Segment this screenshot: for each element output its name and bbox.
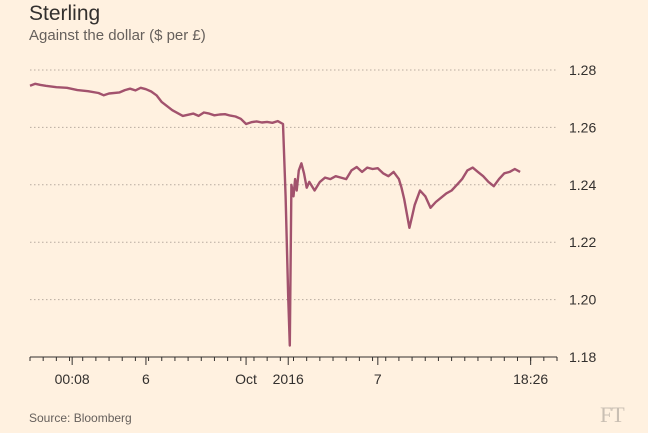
x-tick-label: 6 bbox=[142, 371, 150, 387]
x-tick-label: Oct bbox=[235, 371, 257, 387]
chart-title: Sterling bbox=[29, 2, 101, 25]
ft-logo: FT bbox=[600, 402, 625, 427]
y-tick-label: 1.20 bbox=[569, 292, 596, 308]
x-tick-label: 18:26 bbox=[513, 371, 548, 387]
y-axis-labels: 1.18 1.20 1.22 1.24 1.26 1.28 bbox=[569, 62, 596, 365]
y-tick-label: 1.26 bbox=[569, 119, 596, 135]
y-tick-label: 1.18 bbox=[569, 349, 596, 365]
y-tick-label: 1.28 bbox=[569, 62, 596, 78]
x-tick-label: 2016 bbox=[273, 371, 304, 387]
y-tick-label: 1.24 bbox=[569, 177, 596, 193]
series-line bbox=[29, 82, 521, 347]
x-axis: 00:08 6 Oct 2016 7 18:26 bbox=[29, 356, 558, 387]
y-tick-label: 1.22 bbox=[569, 234, 596, 250]
series-group bbox=[29, 82, 521, 347]
x-tick-label: 7 bbox=[374, 371, 382, 387]
chart-subtitle: Against the dollar ($ per £) bbox=[29, 27, 206, 44]
x-tick-label: 00:08 bbox=[55, 371, 90, 387]
source-note: Source: Bloomberg bbox=[29, 411, 132, 425]
